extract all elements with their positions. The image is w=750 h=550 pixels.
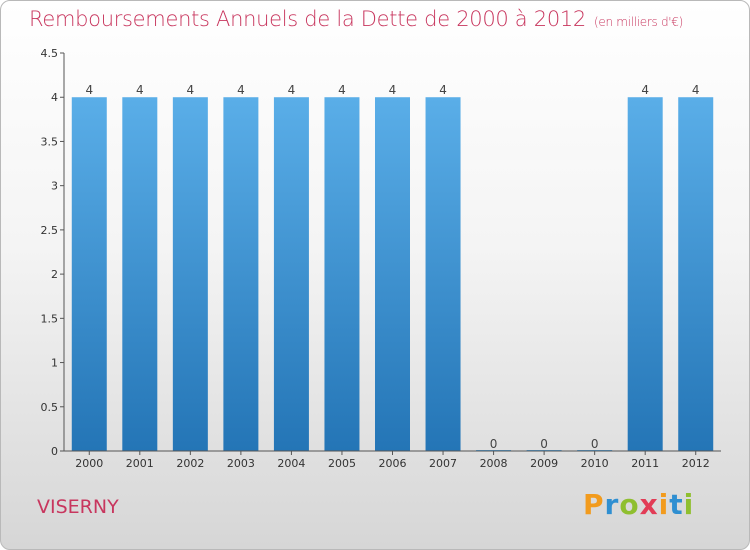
bar-value-label: 4 [85, 83, 93, 97]
bar-2000 [71, 97, 107, 451]
x-tick-label: 2006 [379, 457, 407, 470]
bar-value-label: 4 [187, 83, 195, 97]
y-tick-label: 3.5 [41, 135, 59, 148]
bar-value-label: 4 [641, 83, 649, 97]
bar-value-label: 0 [540, 437, 548, 451]
x-tick-label: 2011 [631, 457, 659, 470]
bar-value-label: 4 [237, 83, 245, 97]
x-tick-label: 2009 [530, 457, 558, 470]
bar-value-label: 4 [439, 83, 447, 97]
bar-2003 [223, 97, 259, 451]
y-tick-label: 0.5 [41, 401, 59, 414]
logo-letter: i [658, 488, 670, 521]
y-tick-label: 1.5 [41, 312, 59, 325]
x-tick-label: 2005 [328, 457, 356, 470]
bar-value-label: 4 [338, 83, 346, 97]
bar-value-label: 4 [692, 83, 700, 97]
x-axis: 2000 2001 2002 2003 2004 2005 2006 2007 2008 2009… [64, 450, 721, 470]
bar-value-label: 4 [389, 83, 397, 97]
y-tick-label: 1 [51, 357, 58, 370]
proxiti-logo: Proxiti [583, 488, 694, 521]
commune-name: VISERNY [37, 496, 119, 518]
y-tick-label: 0 [51, 445, 58, 458]
x-tick-label: 2008 [480, 457, 508, 470]
bar-2012 [678, 97, 714, 451]
bar-2002 [172, 97, 208, 451]
x-tick-label: 2001 [126, 457, 154, 470]
logo-letter: x [639, 488, 659, 521]
logo-letter: i [683, 488, 695, 521]
chart-title: Remboursements Annuels de la Dette de 20… [29, 7, 683, 31]
x-tick-label: 2012 [682, 457, 710, 470]
chart-title-text: Remboursements Annuels de la Dette de 20… [29, 7, 586, 31]
x-tick-label: 2010 [581, 457, 609, 470]
y-tick-label: 4.5 [41, 47, 59, 60]
logo-letter: t [669, 488, 684, 521]
x-tick-label: 2004 [277, 457, 305, 470]
x-tick-label: 2007 [429, 457, 457, 470]
chart-unit: (en milliers d'€) [594, 15, 684, 29]
bars: 4 4 4 4 4 4 4 4 0 0 0 4 4 [71, 83, 714, 451]
bar-2011 [627, 97, 663, 451]
logo-letter: P [583, 488, 605, 521]
bar-2004 [273, 97, 309, 451]
bar-value-label: 0 [591, 437, 599, 451]
bar-value-label: 4 [288, 83, 296, 97]
x-tick-label: 2002 [176, 457, 204, 470]
bar-2007 [425, 97, 461, 451]
y-axis: 0 0.5 1 1.5 2 2.5 3 3.5 4 4.5 [41, 47, 65, 458]
logo-letter: r [604, 488, 620, 521]
logo-letter: o [619, 488, 640, 521]
x-tick-label: 2003 [227, 457, 255, 470]
bar-value-label: 0 [490, 437, 498, 451]
y-tick-label: 2 [51, 268, 58, 281]
y-tick-label: 3 [51, 180, 58, 193]
bar-2001 [122, 97, 158, 451]
bar-value-label: 4 [136, 83, 144, 97]
bar-2005 [324, 97, 360, 451]
bar-2006 [375, 97, 410, 451]
x-tick-label: 2000 [75, 457, 103, 470]
y-tick-label: 2.5 [41, 224, 59, 237]
y-tick-label: 4 [51, 91, 58, 104]
